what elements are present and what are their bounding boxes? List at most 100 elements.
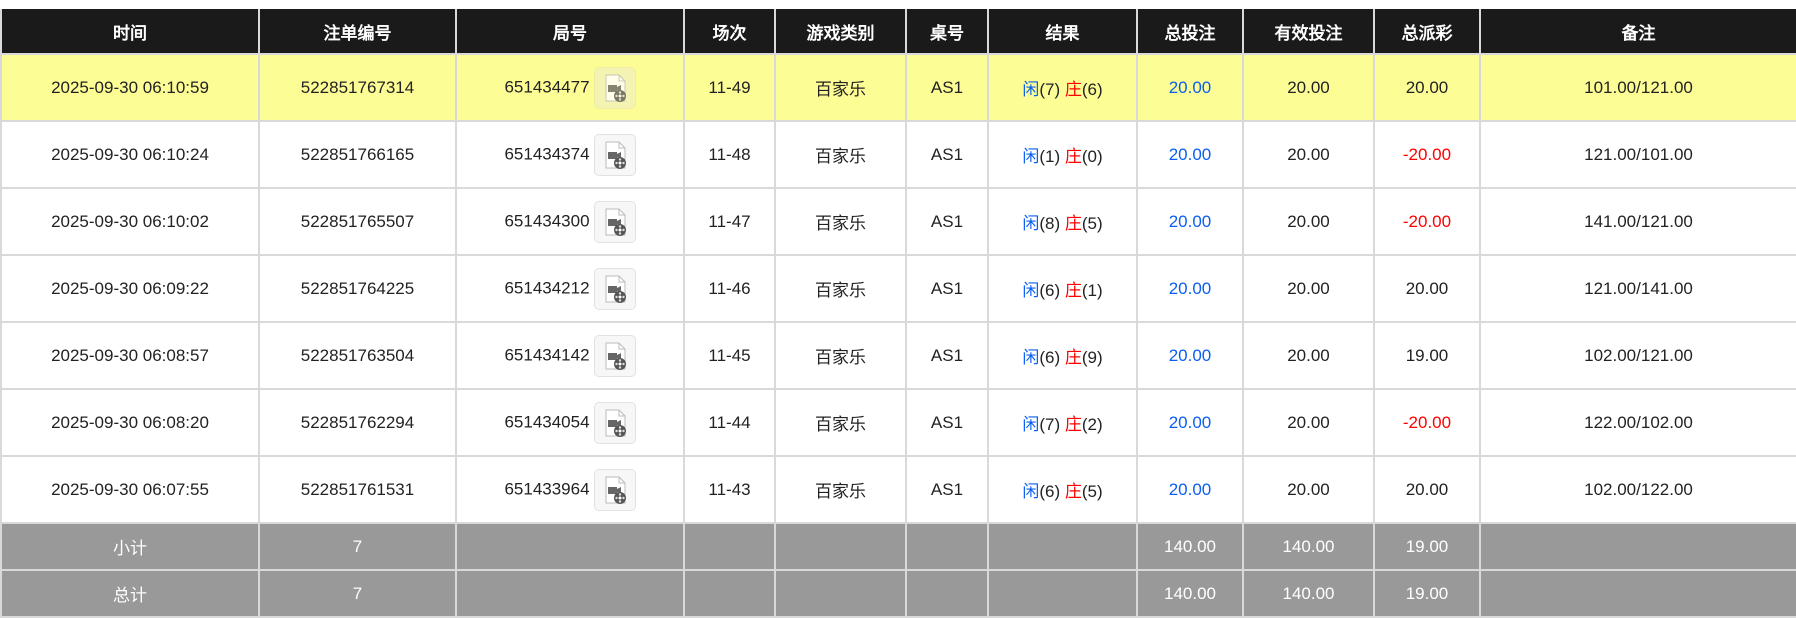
valid-bet: 20.00: [1242, 254, 1375, 323]
bet-id: 522851764225: [258, 254, 457, 323]
video-replay-icon[interactable]: [593, 267, 636, 310]
bet-id: 522851765507: [258, 187, 457, 256]
table-row: 2025-09-30 06:08:20 522851762294 651434054…: [0, 388, 1796, 457]
round-cell: 651434054: [455, 388, 685, 457]
valid-bet: 20.00: [1242, 321, 1375, 390]
bet-records-table: 时间 注单编号 局号 场次 游戏类别 桌号 结果 总投注 有效投注 总派彩 备注 2025-09-3…: [0, 9, 1796, 618]
payout: 19.00: [1373, 321, 1481, 390]
game-type: 百家乐: [774, 254, 907, 323]
table-number: AS1: [905, 455, 989, 524]
shoe-number: 11-45: [683, 321, 776, 390]
game-type: 百家乐: [774, 388, 907, 457]
note: 102.00/122.00: [1479, 455, 1796, 524]
summary-label: 总计: [0, 569, 260, 618]
round-cell: 651434212: [455, 254, 685, 323]
empty-cell: [774, 522, 907, 571]
banker-label: 庄: [1064, 415, 1082, 434]
banker-score: (5): [1081, 482, 1103, 501]
note: 102.00/121.00: [1479, 321, 1796, 390]
bet-id: 522851766165: [258, 120, 457, 189]
payout: 20.00: [1373, 53, 1481, 122]
note: 121.00/141.00: [1479, 254, 1796, 323]
shoe-number: 11-48: [683, 120, 776, 189]
banker-label: 庄: [1064, 482, 1082, 501]
summary-total-bet: 140.00: [1136, 522, 1244, 571]
player-score: (6): [1039, 281, 1061, 300]
valid-bet: 20.00: [1242, 120, 1375, 189]
game-type: 百家乐: [774, 321, 907, 390]
table-row: 2025-09-30 06:07:55 522851761531 651433964…: [0, 455, 1796, 524]
player-label: 闲: [1022, 214, 1040, 233]
video-replay-icon[interactable]: [593, 401, 636, 444]
summary-count: 7: [258, 569, 457, 618]
empty-cell: [987, 522, 1138, 571]
note: 122.00/102.00: [1479, 388, 1796, 457]
table-number: AS1: [905, 120, 989, 189]
result-cell: 闲(8) 庄(5): [987, 187, 1138, 256]
shoe-number: 11-44: [683, 388, 776, 457]
bet-id: 522851761531: [258, 455, 457, 524]
total-row: 总计 7 140.00 140.00 19.00: [0, 569, 1796, 618]
round-number: 651434300: [504, 210, 590, 230]
banker-label: 庄: [1064, 281, 1082, 300]
note: 121.00/101.00: [1479, 120, 1796, 189]
column-header-valid-bet: 有效投注: [1242, 9, 1375, 55]
result-cell: 闲(6) 庄(5): [987, 455, 1138, 524]
bet-time: 2025-09-30 06:10:02: [0, 187, 260, 256]
summary-payout: 19.00: [1373, 522, 1481, 571]
banker-score: (2): [1081, 415, 1103, 434]
table-number: AS1: [905, 187, 989, 256]
round-number: 651433964: [504, 478, 590, 498]
round-number: 651434142: [504, 344, 590, 364]
banker-score: (1): [1081, 281, 1103, 300]
player-label: 闲: [1022, 415, 1040, 434]
table-row: 2025-09-30 06:10:24 522851766165 651434374…: [0, 120, 1796, 189]
summary-payout: 19.00: [1373, 569, 1481, 618]
empty-cell: [455, 569, 685, 618]
summary-count: 7: [258, 522, 457, 571]
summary-total-bet: 140.00: [1136, 569, 1244, 618]
subtotal-row: 小计 7 140.00 140.00 19.00: [0, 522, 1796, 571]
video-replay-icon[interactable]: [593, 334, 636, 377]
total-bet: 20.00: [1136, 455, 1244, 524]
empty-cell: [1479, 569, 1796, 618]
column-header-game-type: 游戏类别: [774, 9, 907, 55]
video-replay-icon[interactable]: [593, 200, 636, 243]
round-cell: 651434300: [455, 187, 685, 256]
empty-cell: [905, 569, 989, 618]
video-replay-icon[interactable]: [593, 133, 636, 176]
valid-bet: 20.00: [1242, 455, 1375, 524]
round-number: 651434374: [504, 143, 590, 163]
empty-cell: [683, 569, 776, 618]
result-cell: 闲(1) 庄(0): [987, 120, 1138, 189]
banker-label: 庄: [1064, 214, 1082, 233]
total-bet: 20.00: [1136, 120, 1244, 189]
empty-cell: [774, 569, 907, 618]
round-number: 651434212: [504, 277, 590, 297]
table-header: 时间 注单编号 局号 场次 游戏类别 桌号 结果 总投注 有效投注 总派彩 备注: [0, 9, 1796, 55]
bet-time: 2025-09-30 06:10:59: [0, 53, 260, 122]
player-score: (8): [1039, 214, 1061, 233]
video-replay-icon[interactable]: [593, 468, 636, 511]
table-number: AS1: [905, 388, 989, 457]
column-header-bet-id: 注单编号: [258, 9, 457, 55]
result-cell: 闲(6) 庄(9): [987, 321, 1138, 390]
column-header-round: 局号: [455, 9, 685, 55]
bet-time: 2025-09-30 06:07:55: [0, 455, 260, 524]
player-score: (1): [1039, 147, 1061, 166]
table-row: 2025-09-30 06:10:02 522851765507 651434300…: [0, 187, 1796, 256]
player-label: 闲: [1022, 348, 1040, 367]
total-bet: 20.00: [1136, 254, 1244, 323]
total-bet: 20.00: [1136, 321, 1244, 390]
empty-cell: [1479, 522, 1796, 571]
total-bet: 20.00: [1136, 187, 1244, 256]
column-header-time: 时间: [0, 9, 260, 55]
payout: 20.00: [1373, 455, 1481, 524]
game-type: 百家乐: [774, 187, 907, 256]
game-type: 百家乐: [774, 53, 907, 122]
column-header-result: 结果: [987, 9, 1138, 55]
table-number: AS1: [905, 254, 989, 323]
column-header-table-no: 桌号: [905, 9, 989, 55]
video-replay-icon[interactable]: [593, 66, 636, 109]
banker-score: (5): [1081, 214, 1103, 233]
